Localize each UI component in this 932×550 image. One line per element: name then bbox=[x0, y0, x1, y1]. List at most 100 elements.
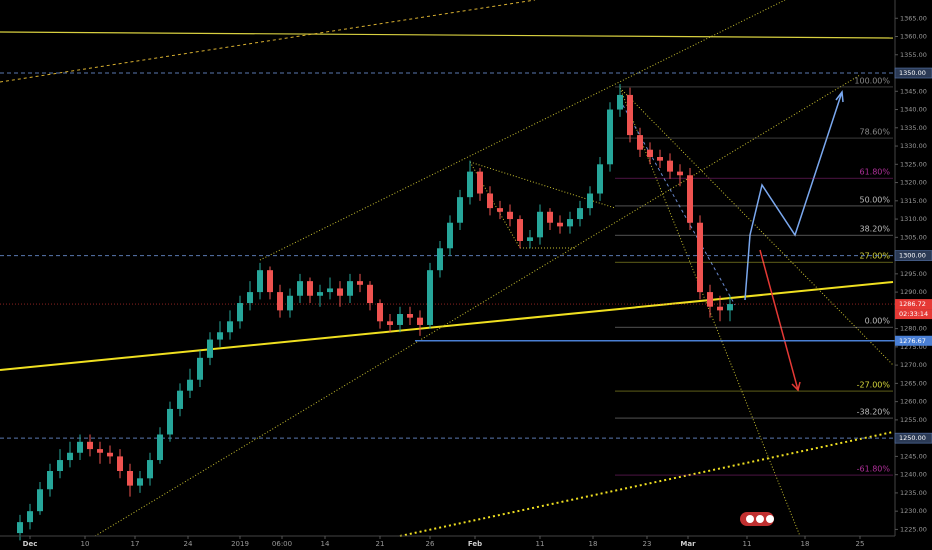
candle-body bbox=[57, 460, 63, 472]
candle-body bbox=[227, 321, 233, 333]
x-tick-label: 24 bbox=[184, 540, 193, 548]
candle-body bbox=[487, 193, 493, 209]
price-label: 1250.00 bbox=[899, 434, 926, 442]
candle-body bbox=[667, 160, 673, 172]
x-tick-label: Dec bbox=[23, 540, 38, 548]
x-tick-label: 14 bbox=[321, 540, 330, 548]
trendline bbox=[0, 281, 894, 371]
y-tick-label: 1340.00 bbox=[900, 106, 927, 114]
candle-body bbox=[517, 219, 523, 241]
y-tick-label: 1230.00 bbox=[900, 507, 927, 515]
logo bbox=[740, 512, 774, 526]
candle-body bbox=[17, 522, 23, 534]
price-label-bg bbox=[895, 335, 932, 346]
drawings bbox=[0, 0, 894, 537]
candle-body bbox=[687, 175, 693, 223]
projection-arrow bbox=[744, 91, 843, 301]
arrow-head bbox=[791, 381, 801, 392]
logo-dot bbox=[746, 515, 754, 523]
candle-body bbox=[427, 270, 433, 325]
candle-body bbox=[627, 94, 633, 136]
countdown-bg bbox=[895, 309, 932, 320]
y-tick-label: 1280.00 bbox=[900, 325, 927, 333]
candle-body bbox=[697, 222, 703, 293]
candle-body bbox=[297, 281, 303, 296]
y-tick-label: 1310.00 bbox=[900, 215, 927, 223]
candle-body bbox=[597, 164, 603, 194]
candle-body bbox=[307, 281, 313, 296]
candle-body bbox=[327, 288, 333, 293]
y-tick-label: 1365.00 bbox=[900, 14, 927, 22]
x-tick-label: 11 bbox=[536, 540, 545, 548]
candle-body bbox=[237, 303, 243, 322]
candle-body bbox=[317, 292, 323, 296]
candle-body bbox=[617, 94, 623, 110]
channel-line bbox=[399, 431, 894, 537]
y-tick-label: 1315.00 bbox=[900, 197, 927, 205]
trendline bbox=[0, 0, 536, 83]
price-axis-bg bbox=[895, 0, 932, 550]
x-tick-label: Feb bbox=[468, 540, 482, 548]
y-tick-label: 1255.00 bbox=[900, 416, 927, 424]
candle-body bbox=[377, 303, 383, 322]
candle-body bbox=[437, 248, 443, 271]
y-tick-label: 1320.00 bbox=[900, 179, 927, 187]
countdown: 02:33:14 bbox=[899, 310, 928, 318]
candle-body bbox=[557, 222, 563, 227]
y-tick-label: 1270.00 bbox=[900, 361, 927, 369]
candle-body bbox=[267, 270, 273, 293]
candle-body bbox=[507, 211, 513, 220]
y-tick-label: 1345.00 bbox=[900, 87, 927, 95]
candle-body bbox=[127, 471, 133, 486]
candle-body bbox=[387, 321, 393, 325]
candle-body bbox=[587, 193, 593, 209]
candle-body bbox=[67, 452, 73, 461]
fib-label: 78.60% bbox=[859, 128, 890, 137]
candle-body bbox=[37, 489, 43, 512]
candle-body bbox=[87, 441, 93, 450]
projection-arrow bbox=[759, 249, 799, 391]
x-tick-label: 21 bbox=[376, 540, 385, 548]
candle-body bbox=[657, 157, 663, 161]
price-label: 1350.00 bbox=[899, 69, 926, 77]
candle-body bbox=[147, 460, 153, 479]
price-label-bg bbox=[894, 250, 932, 261]
x-tick-label: 26 bbox=[426, 540, 435, 548]
price-label-bg bbox=[894, 432, 932, 444]
candle-body bbox=[727, 304, 733, 311]
y-tick-label: 1225.00 bbox=[900, 525, 927, 533]
candle-body bbox=[277, 292, 283, 311]
candle-body bbox=[407, 314, 413, 318]
candle-body bbox=[107, 452, 113, 457]
x-tick-label: 11 bbox=[743, 540, 752, 548]
x-tick-label: 17 bbox=[131, 540, 140, 548]
trendline bbox=[0, 31, 894, 39]
fib-label: -27.00% bbox=[857, 381, 891, 390]
price-label-bg bbox=[895, 299, 932, 310]
candle-body bbox=[367, 284, 373, 304]
logo-dot bbox=[756, 515, 764, 523]
y-tick-label: 1240.00 bbox=[900, 471, 927, 479]
fib-label: -38.20% bbox=[857, 408, 891, 417]
fib-label: 50.00% bbox=[859, 195, 890, 204]
fib-label: 100.00% bbox=[854, 76, 890, 85]
price-label: 1276.67 bbox=[899, 337, 926, 345]
x-tick-label: 18 bbox=[589, 540, 598, 548]
x-tick-label: 23 bbox=[643, 540, 652, 548]
candle-body bbox=[157, 434, 163, 461]
fib-label: -61.80% bbox=[857, 465, 891, 474]
x-tick-label: 06:00 bbox=[272, 540, 292, 548]
candle-body bbox=[27, 511, 33, 523]
x-tick-label: 18 bbox=[801, 540, 810, 548]
fib-label: 38.20% bbox=[859, 225, 890, 234]
x-tick-label: Mar bbox=[680, 540, 696, 548]
candle-body bbox=[567, 219, 573, 227]
y-tick-label: 1260.00 bbox=[900, 398, 927, 406]
channel-line bbox=[94, 74, 861, 537]
candle-body bbox=[527, 237, 533, 241]
x-tick-label: 25 bbox=[856, 540, 865, 548]
candle-body bbox=[607, 109, 613, 165]
candle-body bbox=[447, 222, 453, 249]
